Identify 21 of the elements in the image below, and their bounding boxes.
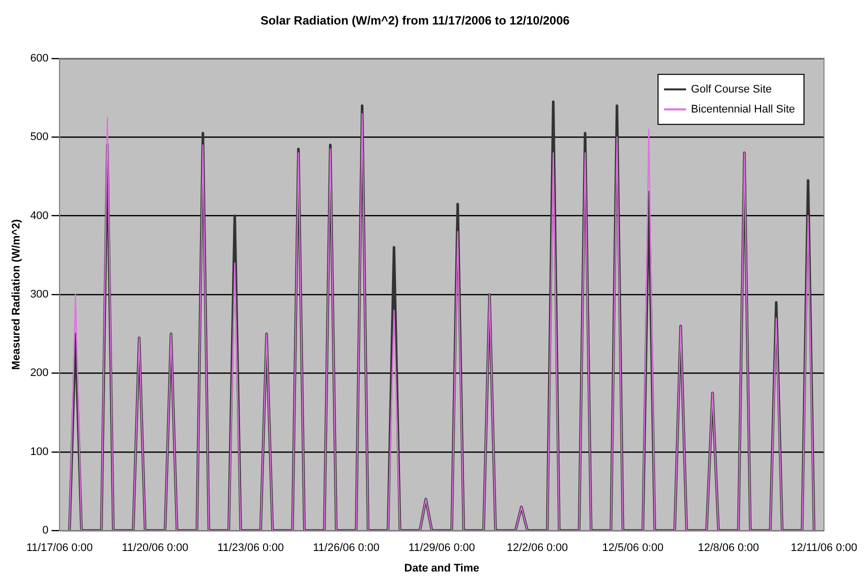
y-tick-label: 400 — [30, 210, 49, 222]
x-tick-label: 11/23/06 0:00 — [217, 542, 284, 554]
y-tick-label: 0 — [42, 524, 49, 537]
legend-label: Golf Course Site — [691, 83, 772, 96]
x-tick-label: 11/29/06 0:00 — [408, 542, 476, 554]
chart-title: Solar Radiation (W/m^2) from 11/17/2006 to 12/10/2006 — [260, 14, 570, 28]
x-tick-label: 12/2/06 0:00 — [506, 542, 568, 554]
x-tick-label: 11/26/06 0:00 — [312, 542, 380, 554]
x-axis-title: Date and Time — [404, 562, 480, 574]
y-tick-label: 300 — [30, 288, 49, 301]
legend-label: Bicentennial Hall Site — [691, 103, 796, 116]
y-tick-label: 200 — [30, 367, 49, 380]
y-axis-title: Measured Radiation (W/m^2) — [10, 218, 23, 370]
x-tick-label: 11/17/06 0:00 — [26, 542, 93, 554]
y-tick-label: 600 — [30, 52, 49, 64]
x-tick-label: 12/11/06 0:00 — [790, 542, 858, 554]
y-tick-label: 500 — [30, 131, 49, 144]
x-tick-label: 12/8/06 0:00 — [698, 542, 760, 554]
x-tick-label: 12/5/06 0:00 — [602, 542, 664, 554]
y-tick-label: 100 — [30, 446, 49, 458]
x-tick-label: 11/20/06 0:00 — [122, 542, 188, 554]
